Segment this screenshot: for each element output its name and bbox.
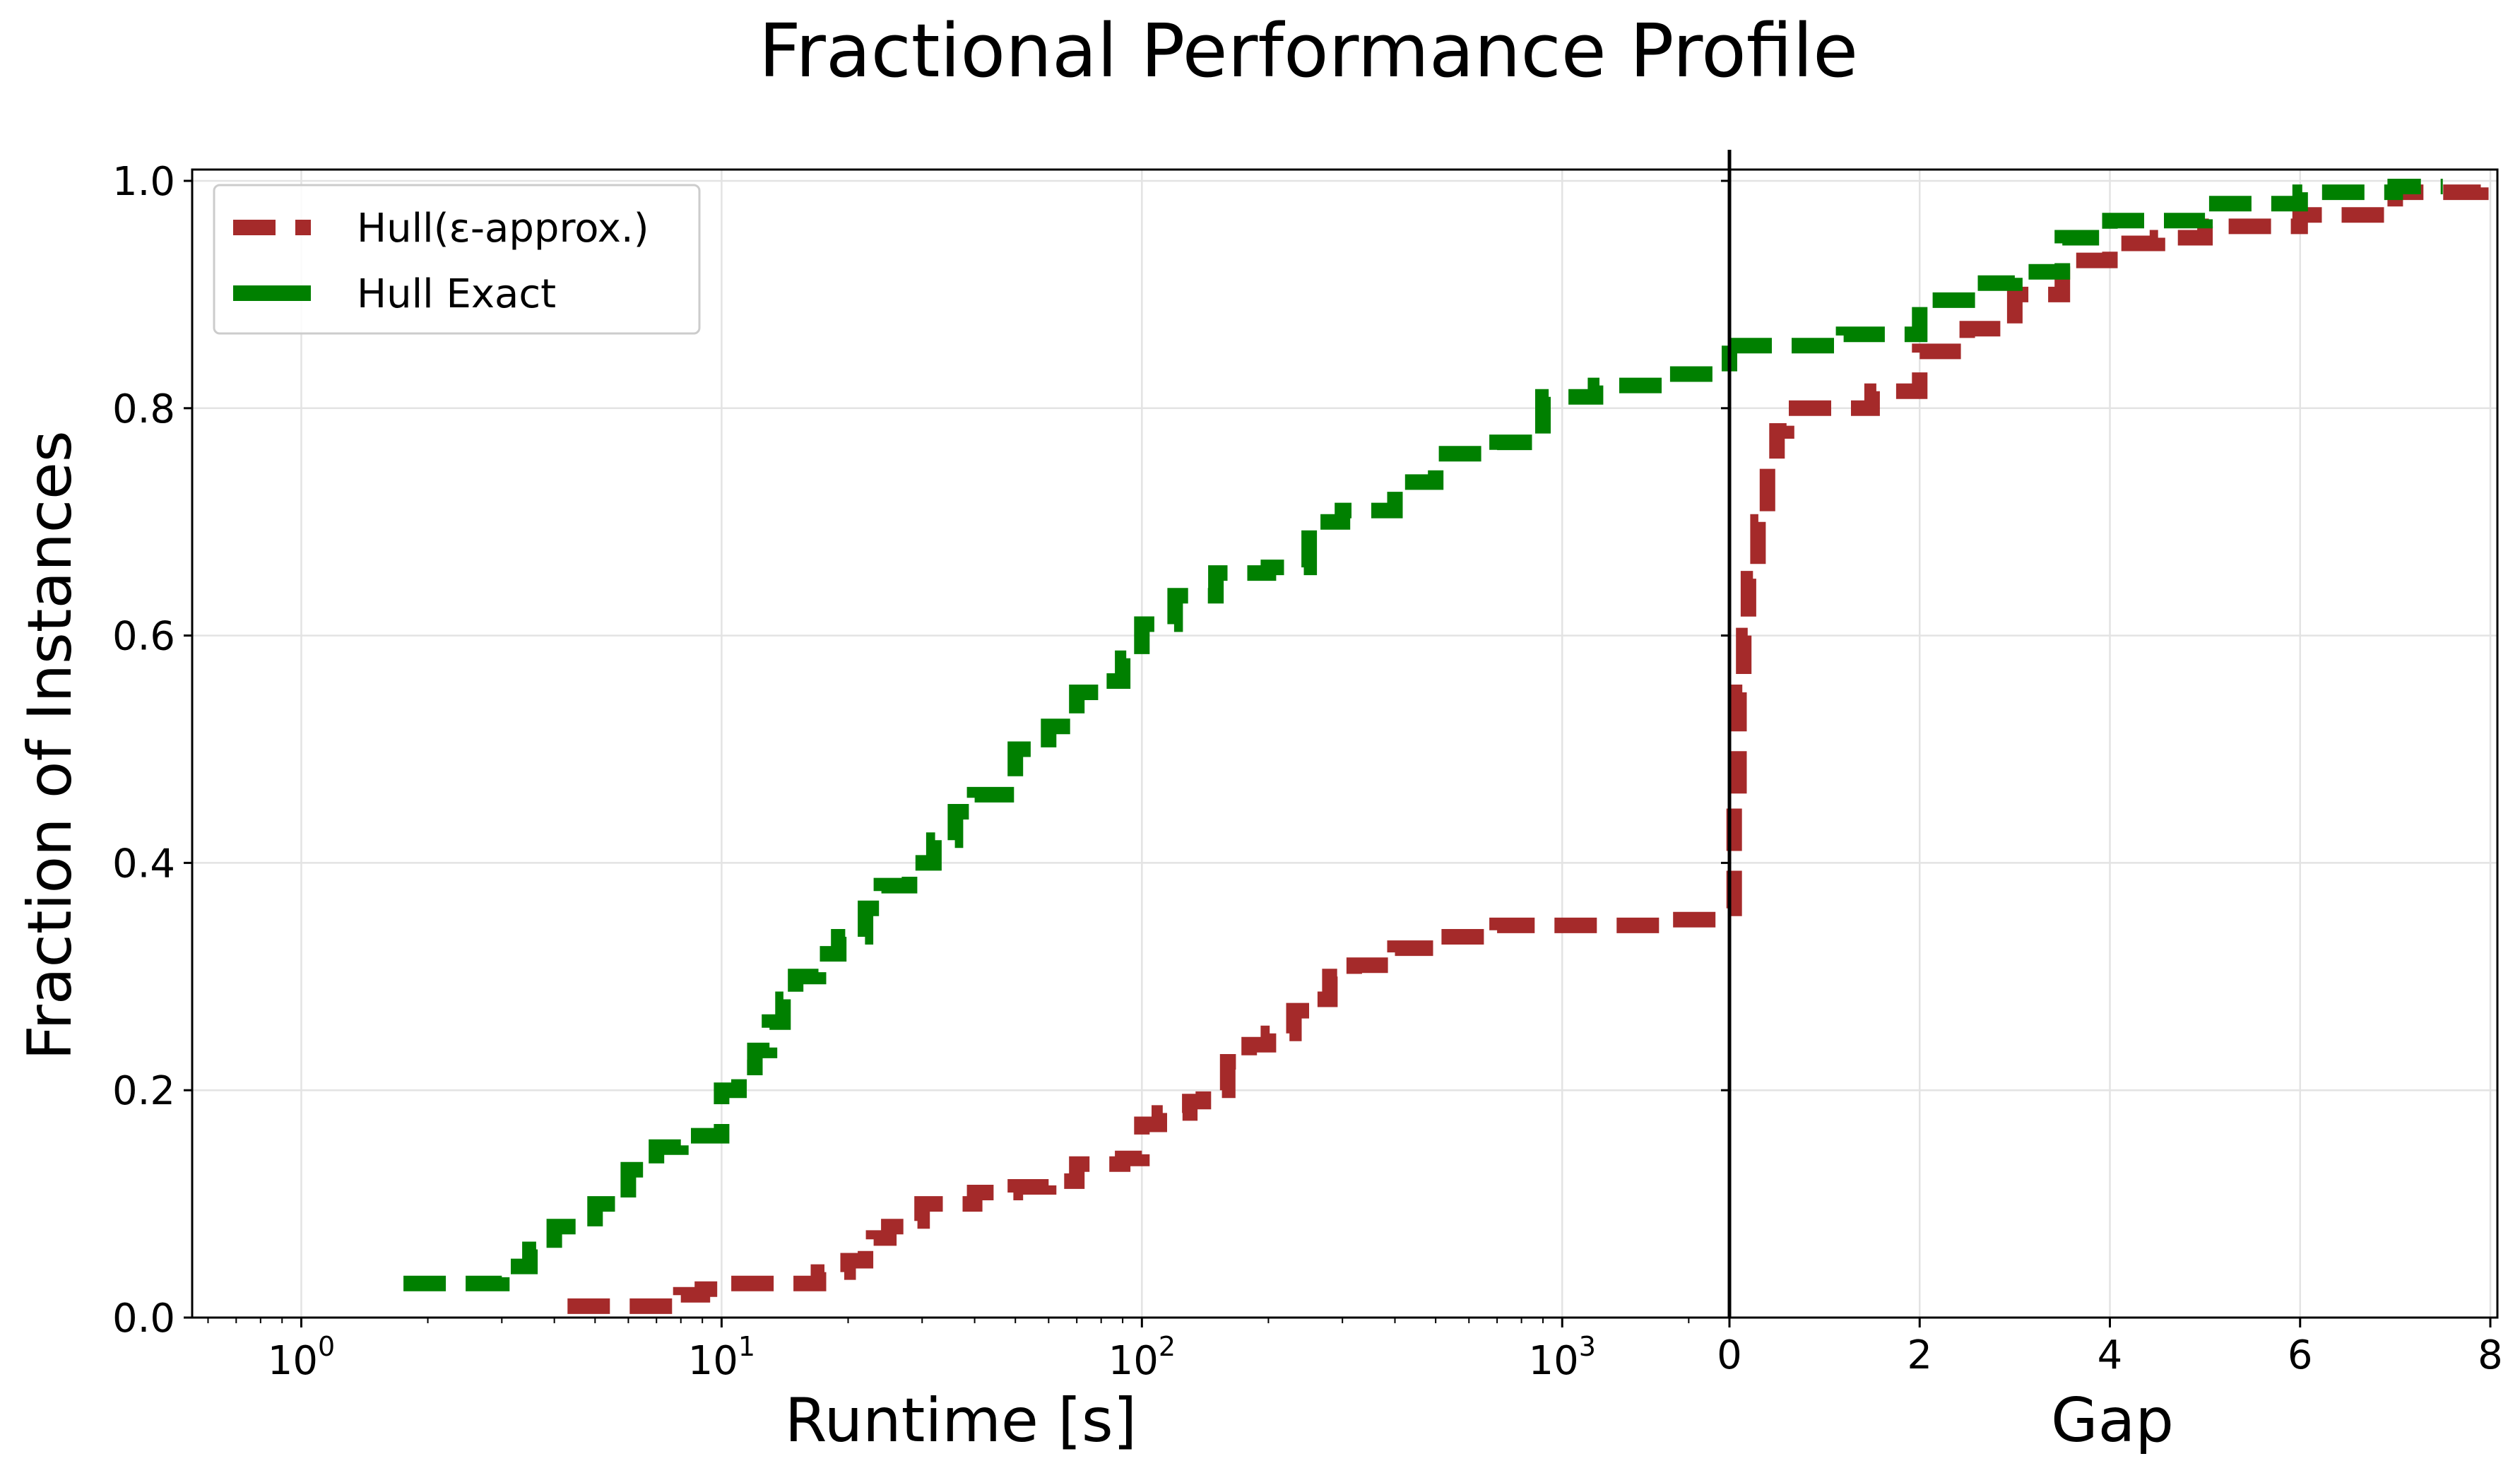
x-tick-label-runtime: 103	[1529, 1331, 1596, 1384]
legend-label-hull-exact: Hull Exact	[357, 271, 556, 317]
y-tick-label: 0.4	[112, 841, 175, 887]
y-tick-label: 0.6	[112, 614, 175, 660]
grid-lines	[192, 170, 2497, 1319]
x-tick-label-runtime: 100	[268, 1331, 335, 1384]
tick-labels: 0.0 0.2 0.4 0.6 0.8 1.0 100 101 102 103 0 2 4 6 8	[112, 159, 2503, 1384]
y-tick-label: 0.8	[112, 386, 175, 432]
runtime-panel-frame	[191, 168, 1731, 1319]
y-tick-label: 0.0	[112, 1296, 175, 1342]
chart-title: Fractional Performance Profile	[759, 8, 1858, 94]
x-axis-label-gap: Gap	[2051, 1385, 2174, 1456]
x-tick-label-gap: 0	[1717, 1332, 1742, 1378]
x-tick-label-runtime: 101	[688, 1331, 755, 1384]
legend-box	[213, 184, 701, 335]
x-tick-label-gap: 2	[1907, 1332, 1932, 1378]
x-tick-label-runtime: 102	[1108, 1331, 1176, 1384]
series-line-hull-approx-gap	[1726, 184, 2489, 916]
x-axis-label-runtime: Runtime [s]	[785, 1385, 1137, 1456]
y-axis-label: Fraction of Instances	[15, 430, 85, 1060]
axes	[184, 150, 2499, 1327]
y-tick-label: 0.2	[112, 1068, 175, 1114]
series-lines	[403, 179, 2489, 1314]
legend: Hull(ε-approx.) Hull Exact	[213, 184, 701, 335]
series-line-hull-exact-gap	[1729, 179, 2443, 354]
x-tick-label-gap: 4	[2098, 1332, 2123, 1378]
series-line-hull-exact-runtime	[403, 345, 1737, 1291]
series-line-hull-approx-runtime	[567, 911, 1729, 1314]
x-tick-label-gap: 6	[2288, 1332, 2313, 1378]
y-tick-label: 1.0	[112, 159, 175, 205]
legend-label-hull-approx: Hull(ε-approx.)	[357, 206, 649, 252]
x-tick-label-gap: 8	[2478, 1332, 2503, 1378]
